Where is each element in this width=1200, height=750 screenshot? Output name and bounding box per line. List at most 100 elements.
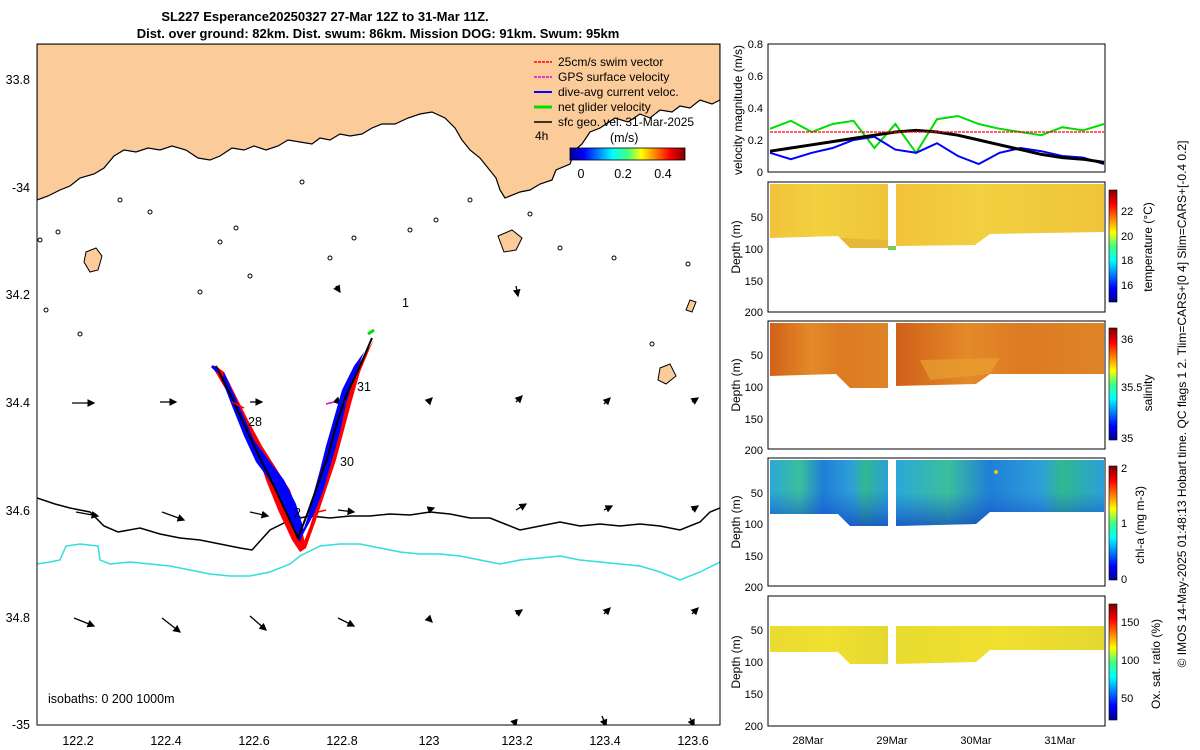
glider-track — [210, 328, 375, 552]
sal-cbar-tick: 35 — [1121, 433, 1133, 445]
legend-net: net glider velocity — [558, 100, 651, 114]
track-map: 28 30 31 2 1 25cm/s swim vector GPS surf… — [6, 43, 721, 748]
velocity-series-line — [769, 135, 1105, 166]
ox-ylabel: Depth (m) — [729, 635, 743, 688]
chl-ytick: 100 — [745, 519, 763, 531]
ox-cbar-label: Ox. sat. ratio (%) — [1149, 619, 1163, 709]
chlorophyll-panel: 50 100 150 200 Depth (m) 2 1 0 chl-a (mg… — [729, 457, 1147, 594]
day-label-2: 2 — [294, 506, 301, 520]
chl-cbar-tick: 2 — [1121, 463, 1127, 475]
colorbar-unit: (m/s) — [610, 131, 638, 145]
ox-cbar-tick: 50 — [1121, 693, 1133, 705]
legend-dive: dive-avg current veloc. — [558, 85, 679, 99]
vel-ytick: 0.2 — [748, 135, 763, 147]
ox-ytick: 200 — [745, 721, 763, 733]
map-xtick: 123.4 — [589, 734, 620, 748]
temp-cbar-tick: 16 — [1121, 280, 1133, 292]
colorbar-tick-1: 0.2 — [614, 167, 631, 181]
vel-ytick: 0.6 — [748, 71, 763, 83]
time-xtick: 28Mar — [792, 735, 824, 747]
colorbar-tick-0: 0 — [578, 167, 585, 181]
map-xtick: 123.2 — [501, 734, 532, 748]
time-xtick: 29Mar — [876, 735, 908, 747]
isobath-note: isobaths: 0 200 1000m — [48, 692, 174, 706]
sal-cbar-tick: 36 — [1121, 334, 1133, 346]
title-line-1: SL227 Esperance20250327 27-Mar 12Z to 31… — [161, 9, 488, 24]
map-xtick: 122.4 — [150, 734, 181, 748]
temp-cbar-tick: 18 — [1121, 255, 1133, 267]
isobath-1000m — [37, 543, 720, 581]
vel-ytick: 0 — [757, 167, 763, 179]
legend-4h: 4h — [535, 129, 548, 143]
map-y-axis: 33.8 -34 34.2 34.4 34.6 34.8 -35 — [6, 73, 30, 732]
geo-velocity-arrows — [72, 284, 700, 725]
temp-ylabel: Depth (m) — [729, 220, 743, 273]
vel-ylabel: velocity magnitude (m/s) — [731, 45, 745, 175]
isobath-200m — [37, 497, 720, 551]
map-ytick: -35 — [12, 718, 30, 732]
chl-cbar-tick: 1 — [1121, 518, 1127, 530]
sal-ylabel: Depth (m) — [729, 358, 743, 411]
temp-ytick: 150 — [745, 276, 763, 288]
chl-colorbar — [1108, 465, 1118, 581]
sal-ytick: 150 — [745, 414, 763, 426]
map-xtick: 123.6 — [677, 734, 708, 748]
velocity-series — [769, 114, 1105, 166]
speed-colorbar — [569, 147, 686, 161]
vel-ytick: 0.4 — [748, 103, 763, 115]
ox-colorbar — [1108, 603, 1118, 721]
ox-cbar-tick: 100 — [1121, 655, 1139, 667]
map-legend: 25cm/s swim vector GPS surface velocity … — [534, 55, 694, 181]
vel-ytick: 0.8 — [748, 39, 763, 51]
map-xtick: 122.8 — [326, 734, 357, 748]
map-xtick: 122.2 — [62, 734, 93, 748]
map-xtick: 122.6 — [238, 734, 269, 748]
sal-ytick: 50 — [751, 350, 763, 362]
legend-geo: sfc geo. vel. 31-Mar-2025 — [558, 115, 694, 129]
temp-ytick: 100 — [745, 244, 763, 256]
temp-cbar-tick: 20 — [1121, 231, 1133, 243]
temp-colorbar — [1108, 189, 1118, 303]
map-xtick: 123 — [419, 734, 440, 748]
chl-ylabel: Depth (m) — [729, 495, 743, 548]
chl-cbar-label: chl-a (mg m-3) — [1133, 486, 1147, 564]
title-line-2: Dist. over ground: 82km. Dist. swum: 86k… — [137, 26, 620, 41]
map-ytick: -34 — [12, 181, 30, 195]
sal-cbar-label: salinity — [1141, 375, 1155, 412]
map-ytick: 34.4 — [6, 396, 30, 410]
ox-ytick: 50 — [751, 625, 763, 637]
sal-ytick: 100 — [745, 382, 763, 394]
temp-ytick: 50 — [751, 212, 763, 224]
sal-ytick: 200 — [745, 445, 763, 457]
land-mass — [37, 44, 720, 201]
map-x-axis: 122.2 122.4 122.6 122.8 123 123.2 123.4 … — [62, 734, 708, 748]
oxygen-panel: 50 100 150 200 Depth (m) 150 100 50 Ox. … — [729, 595, 1163, 747]
time-xtick: 30Mar — [960, 735, 992, 747]
temp-ytick: 200 — [745, 307, 763, 319]
chl-ytick: 150 — [745, 551, 763, 563]
velocity-panel: 0.8 0.6 0.4 0.2 0 velocity magnitude (m/… — [731, 39, 1106, 179]
legend-gps: GPS surface velocity — [558, 70, 669, 84]
day-label-30: 30 — [340, 455, 354, 469]
day-label-31: 31 — [357, 380, 371, 394]
map-ytick: 34.6 — [6, 504, 30, 518]
day-label-28: 28 — [248, 415, 262, 429]
chl-ytick: 200 — [745, 582, 763, 594]
sal-cbar-tick: 35.5 — [1121, 382, 1142, 394]
ox-ytick: 100 — [745, 657, 763, 669]
colorbar-tick-2: 0.4 — [654, 167, 671, 181]
map-ytick: 34.8 — [6, 611, 30, 625]
chl-cbar-tick: 0 — [1121, 574, 1127, 586]
temp-cbar-label: temperature (°C) — [1141, 202, 1155, 292]
ox-cbar-tick: 150 — [1121, 617, 1139, 629]
map-ytick: 33.8 — [6, 73, 30, 87]
chl-ytick: 50 — [751, 488, 763, 500]
legend-swim: 25cm/s swim vector — [558, 55, 663, 69]
copyright-note: © IMOS 14-May-2025 01:48:13 Hobart time.… — [1175, 141, 1189, 668]
ox-ytick: 150 — [745, 689, 763, 701]
time-xtick: 31Mar — [1044, 735, 1076, 747]
temp-cbar-tick: 22 — [1121, 206, 1133, 218]
sal-colorbar — [1108, 327, 1118, 441]
map-ytick: 34.2 — [6, 288, 30, 302]
